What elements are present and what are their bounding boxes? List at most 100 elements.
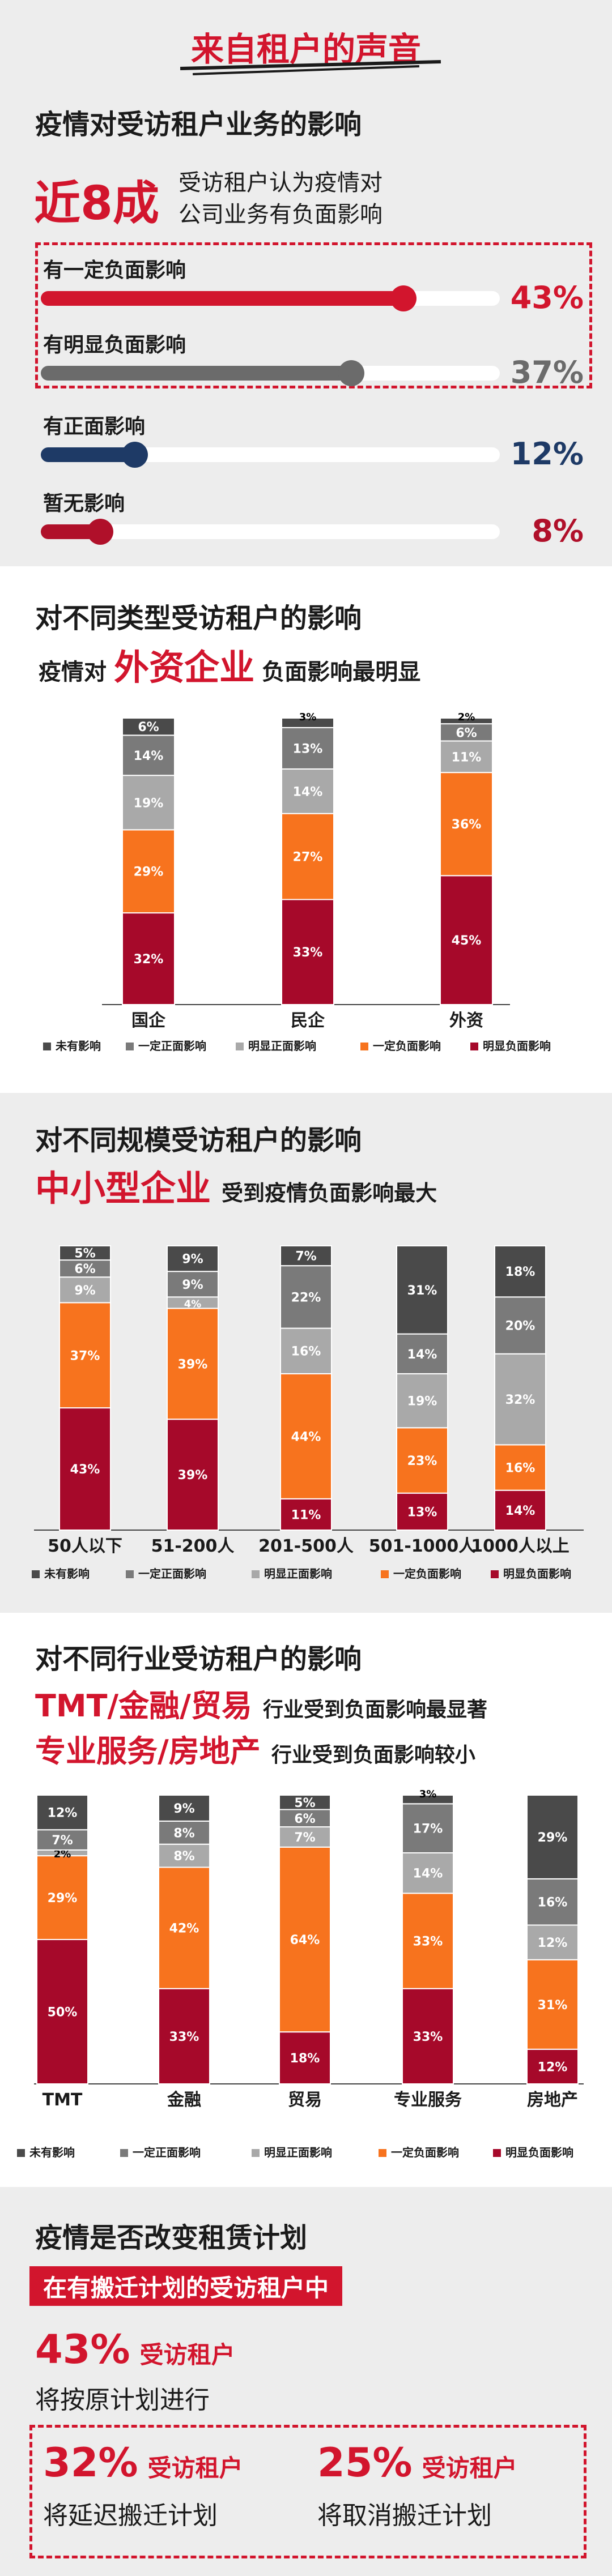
bar-segment xyxy=(279,2031,331,2085)
bar-value-label: 14% xyxy=(413,1867,443,1881)
bar-value-label: 33% xyxy=(293,946,323,960)
scale-title: 对不同规模受访租户的影响 xyxy=(35,1125,362,1156)
scale-section: 对不同规模受访租户的影响 中小型企业 受到疫情负面影响最大 43% 37% 9% 6%… xyxy=(0,1093,612,1613)
legend-swatch xyxy=(252,2149,260,2157)
bar-segment xyxy=(279,1809,331,1828)
bar-segment xyxy=(280,1498,332,1531)
industry-chart: 50%29%2%7%12%TMT33%42%8%8%9%金融18%64%7%6%… xyxy=(17,1788,584,2159)
legend-label: 明显正面影响 xyxy=(264,2146,332,2159)
impact-desc-2: 公司业务有负面影响 xyxy=(178,202,382,228)
bar-value-label: 3% xyxy=(299,711,317,723)
scale-chart: 43% 37% 9% 6%5% 50人以下 39% 39% 4% 9% 9% 51-200人 11% 4… xyxy=(32,1245,584,1580)
legend-label: 明显正面影响 xyxy=(264,1567,332,1580)
bar-value-label: 7% xyxy=(52,1834,73,1848)
stat-original-plan: 43% 受访租户 xyxy=(35,2326,235,2373)
bar-value-label: 9% xyxy=(182,1253,203,1267)
bar-segment xyxy=(494,1296,546,1355)
bar-segment xyxy=(494,1353,546,1446)
industry-section: 对不同行业受访租户的影响 TMT/金融/贸易 行业受到负面影响最显著 专业服务/… xyxy=(0,1613,612,2187)
bar-segment xyxy=(279,1795,331,1810)
bar-segment xyxy=(122,734,175,776)
bar-segment xyxy=(59,1259,111,1278)
bar-segment xyxy=(396,1373,448,1429)
type-chart: 32% 29% 19% 14% 6% 国企 33% 27% 14% 13% 3% 民企 45% 36% 11… xyxy=(43,711,551,1053)
bar-segment xyxy=(526,2048,579,2084)
bar-segment xyxy=(122,775,175,831)
bar-value-label: 4% xyxy=(184,1298,202,1310)
bar-segment xyxy=(280,1265,332,1329)
category-label: 51-200人 xyxy=(151,1536,235,1556)
bar-value-label: 5% xyxy=(74,1247,95,1261)
impact-bar-knob xyxy=(338,360,365,386)
bar-value-label: 2% xyxy=(54,1848,71,1860)
legend-swatch xyxy=(43,1043,51,1050)
bar-value-label: 16% xyxy=(291,1345,321,1359)
impact-desc-1: 受访租户认为疫情对 xyxy=(178,170,382,196)
bar-value-label: 18% xyxy=(290,2052,320,2066)
category-label: 国企 xyxy=(131,1011,166,1031)
bar-value-label: 12% xyxy=(538,2060,568,2074)
negative-impact-box xyxy=(35,242,592,388)
legend-label: 未有影响 xyxy=(44,1567,90,1580)
bar-value-label: 17% xyxy=(413,1822,443,1836)
legend-swatch xyxy=(493,2149,501,2157)
bar-value-label: 18% xyxy=(505,1265,536,1279)
plan-section: 疫情是否改变租赁计划 在有搬迁计划的受访租户中 43% 受访租户 将按原计划进行… xyxy=(0,2187,612,2576)
legend-label: 一定负面影响 xyxy=(391,2146,459,2159)
impact-title: 疫情对受访租户业务的影响 xyxy=(35,109,362,140)
bar-value-label: 6% xyxy=(294,1812,315,1826)
bar-segment xyxy=(36,1829,88,1851)
bar-value-label: 44% xyxy=(291,1430,321,1444)
legend-swatch xyxy=(379,2149,386,2157)
type-sub-pre: 疫情对 xyxy=(39,659,107,685)
bar-value-label: 31% xyxy=(407,1284,437,1298)
impact-bar-knob xyxy=(122,442,148,468)
bar-segment xyxy=(59,1276,111,1304)
bar-value-label: 64% xyxy=(290,1933,320,1947)
impact-bar-value: 12% xyxy=(510,436,584,472)
impact-bar-knob xyxy=(87,519,114,545)
bar-value-label: 39% xyxy=(178,1357,208,1372)
impact-bar-value: 8% xyxy=(532,513,584,549)
impact-bar-label: 有正面影响 xyxy=(43,415,146,438)
bar-value-label: 33% xyxy=(413,2030,443,2044)
industry-line1: TMT/金融/贸易 行业受到负面影响最显著 xyxy=(35,1681,487,1725)
bar-segment xyxy=(280,1245,332,1267)
impact-bar-label: 暂无影响 xyxy=(43,492,125,515)
plan-change-box xyxy=(29,2425,586,2558)
bar-value-label: 27% xyxy=(293,851,323,865)
bar-segment xyxy=(402,1988,454,2085)
bar-segment xyxy=(279,1826,331,1848)
stat3-tail: 受访租户 xyxy=(422,2454,517,2482)
bar-value-label: 19% xyxy=(134,796,164,810)
bar-segment xyxy=(280,1327,332,1374)
bar-value-label: 29% xyxy=(48,1891,78,1906)
legend-swatch xyxy=(491,1570,499,1578)
plan-banner: 在有搬迁计划的受访租户中 xyxy=(29,2266,343,2306)
stat-delay-plan: 32% 受访租户 xyxy=(43,2440,243,2486)
bar-segment xyxy=(526,1878,579,1926)
bar-value-label: 33% xyxy=(169,2030,199,2044)
bar-value-label: 16% xyxy=(505,1462,536,1476)
bar-value-label: 20% xyxy=(505,1319,536,1334)
bar-value-label: 9% xyxy=(173,1802,194,1816)
type-sub-highlight: 外资企业 xyxy=(114,647,255,688)
bar-value-label: 13% xyxy=(293,742,323,756)
impact-bar-knob xyxy=(390,285,417,311)
legend-label: 未有影响 xyxy=(29,2146,75,2159)
type-sub-post: 负面影响最明显 xyxy=(262,659,421,685)
stat1-line2: 将按原计划进行 xyxy=(35,2386,210,2415)
bar-value-label: 13% xyxy=(407,1505,437,1519)
bar-value-label: 11% xyxy=(452,750,482,764)
bar-segment xyxy=(440,723,493,742)
bar-segment xyxy=(526,1959,579,2050)
bar-value-label: 33% xyxy=(413,1935,443,1949)
category-label: 501-1000人 xyxy=(369,1536,476,1556)
bar-value-label: 45% xyxy=(452,934,482,948)
bar-segment xyxy=(59,1245,111,1261)
impact-bar-value: 37% xyxy=(510,354,584,390)
bar-value-label: 50% xyxy=(48,2006,78,2020)
bar-segment xyxy=(526,1924,579,1960)
bar-value-label: 14% xyxy=(505,1504,536,1518)
bar-value-label: 8% xyxy=(173,1826,194,1840)
